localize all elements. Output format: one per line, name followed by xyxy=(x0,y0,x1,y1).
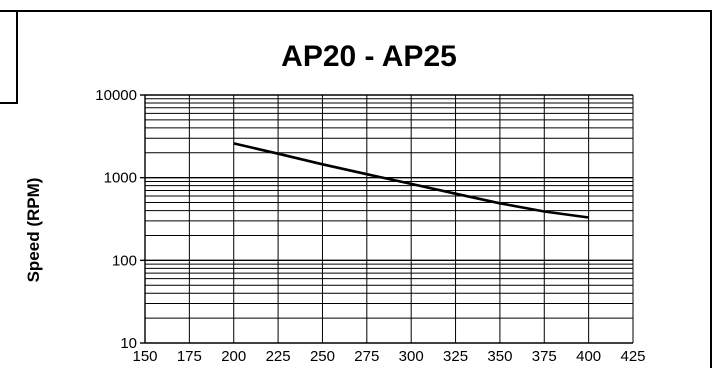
axes xyxy=(140,94,146,344)
y-tick-label-10000: 10000 xyxy=(95,87,137,104)
x-tick-label-350: 350 xyxy=(487,348,512,365)
chart-frame xyxy=(0,10,712,368)
x-tick-label-225: 225 xyxy=(266,348,291,365)
x-tick-label-175: 175 xyxy=(177,348,202,365)
x-tick-label-250: 250 xyxy=(310,348,335,365)
x-tick-label-400: 400 xyxy=(576,348,601,365)
y-axis-label: Speed (RPM) xyxy=(24,178,43,283)
tick-labels: 10 100 1000 10000 150 175 200 225 250 275 300 325 35… xyxy=(95,87,645,365)
x-tick-label-325: 325 xyxy=(443,348,468,365)
series xyxy=(233,142,589,219)
series-line-0 xyxy=(233,142,589,219)
y-tick-label-100: 100 xyxy=(112,252,137,269)
x-tick-label-275: 275 xyxy=(354,348,379,365)
x-tick-label-200: 200 xyxy=(221,348,246,365)
y-tick-label-1000: 1000 xyxy=(104,170,137,187)
x-tick-label-300: 300 xyxy=(399,348,424,365)
x-tick-label-425: 425 xyxy=(620,348,645,365)
grid xyxy=(145,94,634,344)
chart-title: AP20 - AP25 xyxy=(281,40,457,73)
x-tick-label-375: 375 xyxy=(532,348,557,365)
x-tick-label-150: 150 xyxy=(132,348,157,365)
y-tick-label-10: 10 xyxy=(120,335,137,352)
